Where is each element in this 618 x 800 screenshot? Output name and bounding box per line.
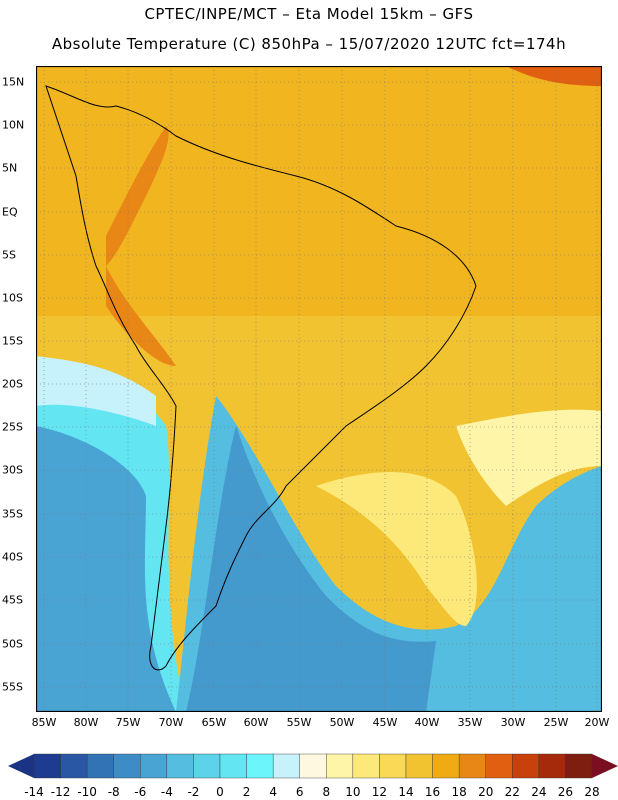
lon-label: 60W xyxy=(243,716,269,729)
lon-label: 25W xyxy=(543,716,569,729)
colorbar-swatch xyxy=(166,753,194,779)
colorbar-high-arrow xyxy=(592,754,618,778)
map-panel xyxy=(36,66,602,712)
colorbar-swatch xyxy=(538,753,566,779)
colorbar-swatch xyxy=(193,753,221,779)
lon-label: 40W xyxy=(414,716,440,729)
lat-label: 15N xyxy=(2,75,25,89)
lon-label: 85W xyxy=(31,716,57,729)
colorbar-swatch xyxy=(405,753,433,779)
warm-tongue xyxy=(316,472,477,626)
colorbar-swatch xyxy=(33,753,61,779)
title-line-1: CPTEC/INPE/MCT – Eta Model 15km – GFS xyxy=(144,5,474,23)
colorbar-tick-label: -14 xyxy=(24,785,44,799)
lat-label: 10S xyxy=(2,291,23,305)
colorbar xyxy=(8,753,618,779)
colorbar-swatch xyxy=(458,753,486,779)
colorbar-tick-label: -2 xyxy=(187,785,200,799)
lat-label: EQ xyxy=(2,205,18,219)
lon-label: 55W xyxy=(286,716,312,729)
lat-label: 5S xyxy=(2,248,16,262)
lat-label: 55S xyxy=(2,680,23,694)
cold-region-west-deep xyxy=(36,426,176,712)
colorbar-swatch xyxy=(512,753,540,779)
temperature-map xyxy=(36,66,602,712)
colorbar-tick-label: 24 xyxy=(531,785,547,799)
colorbar-swatch xyxy=(272,753,300,779)
map-frame xyxy=(36,66,602,712)
hot-spot-northeast xyxy=(506,66,602,86)
lon-label: 50W xyxy=(329,716,355,729)
colorbar-swatch xyxy=(113,753,141,779)
hot-spot-andes-center xyxy=(106,266,176,366)
lat-label: 45S xyxy=(2,593,23,607)
colorbar-swatch xyxy=(140,753,168,779)
colorbar-swatch xyxy=(352,753,380,779)
colorbar-tick-label: -10 xyxy=(77,785,97,799)
colorbar-swatch xyxy=(565,753,593,779)
colorbar-swatch xyxy=(326,753,354,779)
colorbar-tick-label: 28 xyxy=(584,785,600,799)
continent-outline xyxy=(45,85,477,671)
colorbar-tick-label: 26 xyxy=(557,785,574,799)
lat-label: 35S xyxy=(2,507,23,521)
lon-label: 30W xyxy=(500,716,526,729)
lon-label: 35W xyxy=(457,716,483,729)
colorbar-tick-label: 4 xyxy=(269,785,277,799)
colorbar-swatch xyxy=(485,753,513,779)
lat-label: 25S xyxy=(2,420,23,434)
lon-label: 80W xyxy=(73,716,99,729)
lon-label: 45W xyxy=(372,716,398,729)
lat-label: 15S xyxy=(2,334,23,348)
colorbar-tick-label: -4 xyxy=(160,785,173,799)
colorbar-tick-label: 0 xyxy=(216,785,224,799)
lat-label: 50S xyxy=(2,637,23,651)
colorbar-swatch xyxy=(379,753,407,779)
colorbar-swatch xyxy=(432,753,460,779)
title-line-2: Absolute Temperature (C) 850hPa – 15/07/… xyxy=(51,35,567,53)
colorbar-tick-label: 22 xyxy=(504,785,520,799)
lat-label: 20S xyxy=(2,377,23,391)
colorbar-low-arrow xyxy=(8,754,34,778)
colorbar-tick-label: -6 xyxy=(134,785,147,799)
colorbar-swatch xyxy=(299,753,327,779)
lat-label: 10N xyxy=(2,118,25,132)
colorbar-swatch xyxy=(86,753,114,779)
hot-spot-andes-north xyxy=(106,126,169,266)
warm-band xyxy=(36,66,602,316)
colorbar-tick-label: 16 xyxy=(424,785,441,799)
cold-region-atlantic-deep xyxy=(186,426,436,712)
colorbar-tick-label: 20 xyxy=(478,785,494,799)
colorbar-tick-label: 2 xyxy=(242,785,251,799)
colorbar-swatch xyxy=(219,753,247,779)
colorbar-tick-label: 8 xyxy=(322,785,331,799)
lon-label: 70W xyxy=(158,716,184,729)
lon-label: 20W xyxy=(584,716,610,729)
lat-label: 5N xyxy=(2,161,18,175)
cool-band-east xyxy=(456,409,602,506)
colorbar-tick-label: 6 xyxy=(295,785,304,799)
cool-band-west xyxy=(36,356,156,426)
colorbar-tick-label: 14 xyxy=(398,785,414,799)
colorbar-swatch xyxy=(60,753,88,779)
colorbar-tick-label: 18 xyxy=(451,785,467,799)
lat-label: 30S xyxy=(2,463,23,477)
colorbar-tick-label: 12 xyxy=(371,785,388,799)
colorbar-tick-label: -8 xyxy=(107,785,120,799)
lon-label: 65W xyxy=(201,716,227,729)
lon-label: 75W xyxy=(115,716,141,729)
colorbar-tick-label: 10 xyxy=(345,785,361,799)
colorbar-swatch xyxy=(246,753,274,779)
lat-label: 40S xyxy=(2,550,23,564)
colorbar-tick-label: -12 xyxy=(50,785,71,799)
